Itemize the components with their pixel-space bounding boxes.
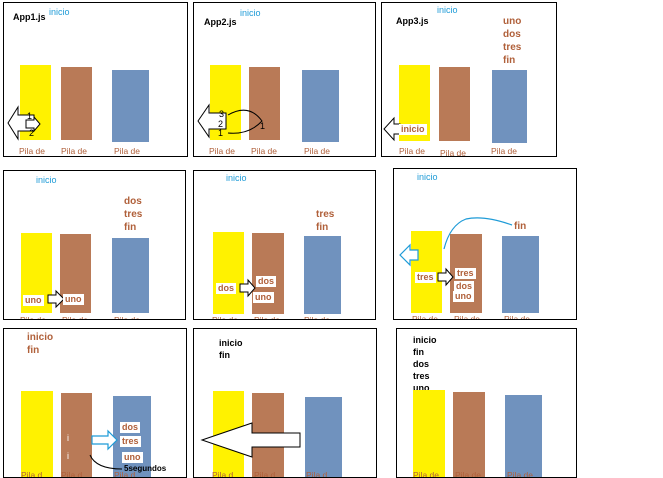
dos-chip-subproceso: dos (454, 281, 475, 292)
label-subproceso: Pila de Subproceso (61, 146, 87, 156)
subproceso-mark: i (67, 451, 69, 461)
callback-queue: dos tres fin (124, 196, 143, 233)
panel-step-4: inicio dos tres fin uno uno Pila de Pila… (3, 170, 186, 320)
tres-chip-procesos: tres (415, 272, 436, 283)
arrows-graphic (7, 105, 41, 141)
label-procesos: Pila d (212, 470, 234, 478)
label-subproceso: Pila de (455, 470, 481, 478)
pila-callbacks-bar (505, 395, 542, 477)
inicio-label: inicio (240, 8, 261, 18)
step-3: 3 (219, 109, 225, 119)
label-procesos: Pila de (212, 315, 238, 320)
pila-subproceso-bar (453, 392, 485, 477)
uno-chip-callbacks: uno (122, 452, 143, 463)
label-callbacks: Pila d (306, 470, 328, 478)
label-callbacks: Pila de callbacks (491, 146, 517, 156)
timer-note: 5segundos (124, 464, 167, 473)
label-subproceso: Pila d (61, 470, 83, 478)
label-subproceso: Pila de Suboroceso (440, 148, 466, 157)
step-1-right: 1 (260, 121, 266, 131)
label-callbacks: Pila de (114, 315, 140, 320)
pila-procesos-bar (213, 232, 244, 314)
arrows-graphic (399, 217, 513, 287)
label-callbacks: Pila de callbacks (114, 146, 140, 156)
process-queue: inicio fin (27, 332, 54, 356)
label-callbacks: Pila d (114, 470, 136, 478)
inicio-chip: inicio (399, 124, 427, 135)
inicio-label: inicio (36, 175, 57, 185)
pila-subproceso-bar (61, 393, 92, 477)
arrows-graphic (239, 278, 256, 298)
label-procesos: Pila de (413, 470, 439, 478)
tres-chip-callbacks: tres (120, 436, 141, 447)
label-callbacks: Pila de (304, 315, 330, 320)
panel-step-9: inicio fin dos tres uno Pila de Pila de … (396, 328, 577, 478)
pila-callbacks-bar (304, 236, 341, 314)
pila-subproceso-bar (61, 67, 92, 140)
inicio-label: inicio (49, 7, 70, 17)
pila-callbacks-bar (112, 238, 149, 313)
panel-step-5: inicio tres fin dos dos uno Pila de Pila… (193, 170, 376, 320)
callback-queue: tres fin (316, 209, 335, 233)
panel-step-6: inicio fin tres tres dos uno Pila de Pil… (393, 168, 577, 320)
pila-callbacks-bar (112, 70, 149, 142)
inicio-label: inicio (226, 173, 247, 183)
callback-queue: uno dos tres fin (503, 16, 522, 66)
panel-app3: App3.js inicio uno dos tres fin inicio P… (381, 2, 557, 157)
dos-chip-subproceso: dos (256, 276, 277, 287)
panel-app2: App2.js inicio 3 2 1 1 Pila de Procesos … (193, 2, 376, 157)
pila-callbacks-bar (492, 70, 527, 143)
uno-chip-subproceso: uno (453, 291, 474, 302)
pila-callbacks-bar (305, 397, 342, 477)
pila-subproceso-bar (439, 67, 470, 141)
pila-callbacks-bar (502, 236, 539, 313)
label-callbacks: Pila de (507, 470, 533, 478)
pila-procesos-bar (413, 390, 445, 477)
label-procesos: Pila de Procesos (209, 146, 235, 156)
label-subproceso: Pila de (454, 314, 480, 320)
inicio-label: inicio (417, 172, 438, 182)
label-procesos: Pila de (20, 315, 46, 320)
dos-chip-procesos: dos (216, 283, 237, 294)
pila-callbacks-bar (302, 70, 339, 142)
panel-step-8: inicio fin Pila d Pila d Pila d (193, 328, 377, 478)
panel-title: App1.js (13, 12, 46, 22)
arrows-graphic (200, 422, 301, 458)
arrows-graphic (89, 429, 123, 470)
process-queue: inicio fin dos tres uno (413, 335, 437, 393)
tres-chip-subproceso: tres (455, 268, 476, 279)
panel-title: App2.js (204, 17, 237, 27)
uno-chip-subproceso: uno (63, 294, 84, 305)
label-subproceso: Pila de (62, 315, 88, 320)
subproceso-mark: i (67, 433, 69, 443)
label-procesos: Pila de (412, 314, 438, 320)
label-callbacks: Pila de (504, 314, 530, 320)
process-queue: inicio fin (219, 338, 243, 360)
label-subproceso: Pila de Suboroceso (251, 146, 277, 156)
step-1: 1 (27, 111, 33, 121)
label-procesos: Pila de Procesos (19, 146, 45, 156)
step-1: 1 (218, 128, 224, 138)
fin-label: fin (514, 221, 527, 232)
label-subproceso: Pila de (254, 315, 280, 320)
panel-title: App3.js (396, 16, 429, 26)
arrows-graphic (197, 103, 263, 139)
label-procesos: Pila d (21, 470, 43, 478)
arrows-graphic (47, 289, 65, 309)
panel-step-7: inicio fin i i dos tres uno 5segundos Pi… (3, 328, 187, 478)
label-callbacks: Pila de callbacks (304, 146, 330, 156)
pila-procesos-bar (21, 391, 53, 477)
step-2: 2 (29, 128, 35, 138)
uno-chip-procesos: uno (23, 295, 44, 306)
step-2: 2 (218, 119, 224, 129)
inicio-label: inicio (437, 5, 458, 15)
label-procesos: Pila de Procesos (399, 146, 425, 156)
uno-chip-subproceso: uno (253, 292, 274, 303)
panel-app1: App1.js inicio 1 2 Pila de Procesos Pila… (3, 2, 188, 157)
dos-chip-callbacks: dos (120, 422, 141, 433)
label-subproceso: Pila d (254, 470, 276, 478)
